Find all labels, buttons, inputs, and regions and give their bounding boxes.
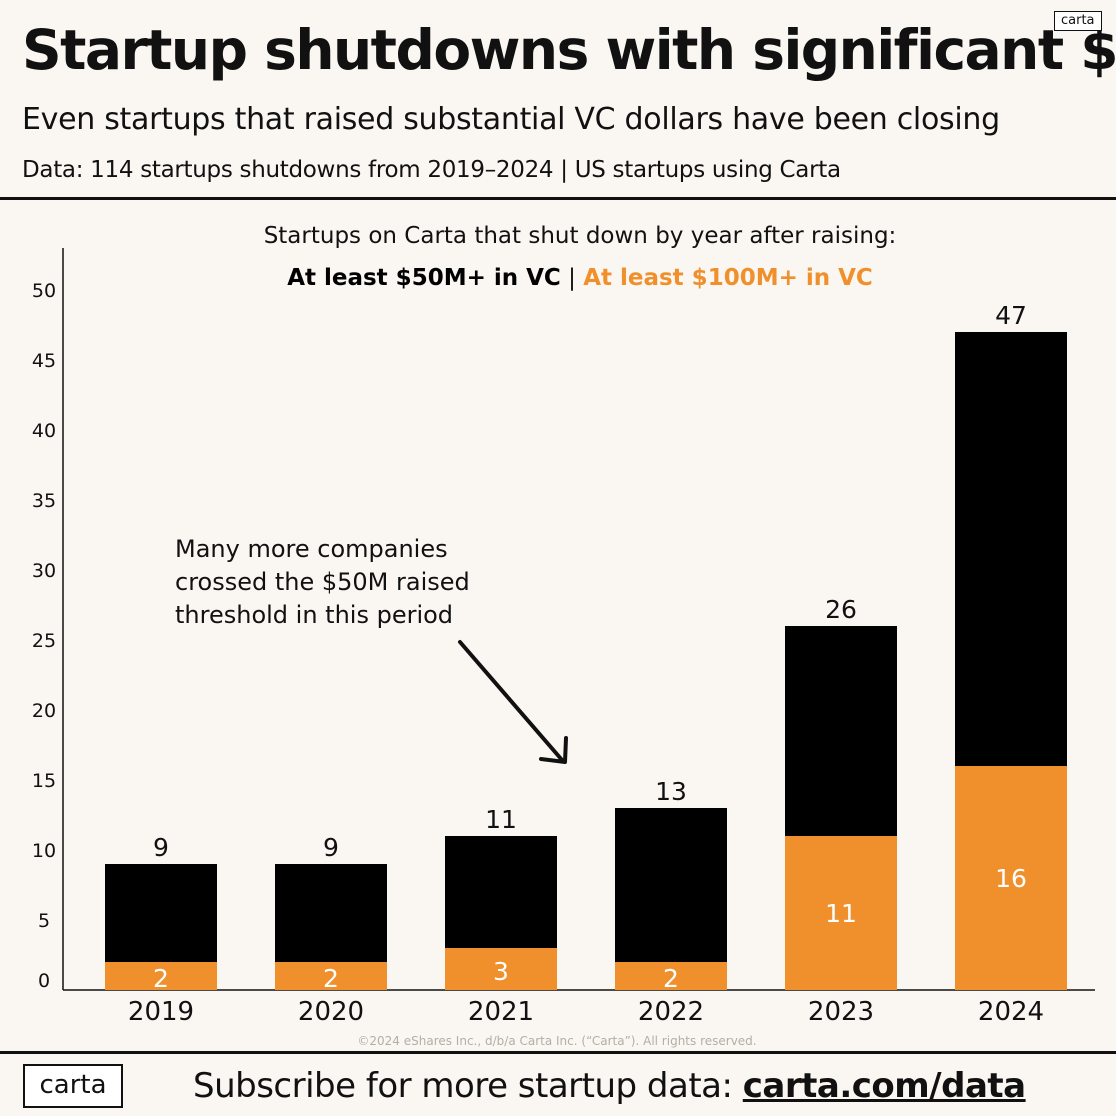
data-label-100m: 16 [995, 864, 1027, 893]
annotation-text-line: crossed the $50M raised [175, 568, 470, 596]
legend-separator: | [561, 265, 583, 291]
bar-100m [955, 766, 1067, 990]
x-tick-label: 2022 [638, 997, 704, 1027]
data-label-50m: 11 [485, 805, 517, 834]
bar-100m [785, 836, 897, 990]
x-tick-label: 2023 [808, 997, 874, 1027]
y-tick-label: 10 [32, 840, 56, 862]
bar-chart: Startups on Carta that shut down by year… [32, 223, 1095, 1048]
footer-divider [0, 1051, 1116, 1054]
y-tick-label: 30 [32, 560, 56, 582]
y-tick-label: 15 [32, 770, 56, 792]
chart-subtitle: Startups on Carta that shut down by year… [264, 223, 897, 249]
data-source-note: Data: 114 startups shutdowns from 2019–2… [22, 157, 841, 183]
footer-carta-logo: carta [23, 1064, 123, 1108]
data-label-100m: 2 [153, 964, 169, 993]
legend-item-50m: At least $50M+ in VC [287, 265, 561, 291]
subscribe-link[interactable]: carta.com/data [742, 1066, 1026, 1106]
bar-100m [275, 962, 387, 990]
y-tick-label: 0 [38, 970, 50, 992]
y-tick-label: 50 [32, 280, 56, 302]
annotation-text-line: Many more companies [175, 535, 448, 563]
page-title: Startup shutdowns with significant $ [22, 18, 1116, 82]
data-label-100m: 11 [825, 899, 857, 928]
bar-50m [615, 808, 727, 990]
header-divider [0, 197, 1116, 200]
y-tick-label: 25 [32, 630, 56, 652]
data-label-100m: 2 [323, 964, 339, 993]
data-label-50m: 9 [323, 833, 339, 862]
x-tick-label: 2024 [978, 997, 1044, 1027]
data-label-50m: 26 [825, 595, 857, 624]
legend-item-100m: At least $100M+ in VC [583, 265, 873, 291]
subscribe-label: Subscribe for more startup data: [193, 1066, 743, 1106]
y-tick-label: 40 [32, 420, 56, 442]
y-tick-label: 35 [32, 490, 56, 512]
x-tick-label: 2020 [298, 997, 364, 1027]
data-label-100m: 3 [493, 957, 509, 986]
data-label-50m: 9 [153, 833, 169, 862]
page-subtitle: Even startups that raised substantial VC… [22, 102, 1000, 137]
bar-100m [105, 962, 217, 990]
data-label-50m: 47 [995, 301, 1027, 330]
data-label-100m: 2 [663, 964, 679, 993]
x-tick-label: 2019 [128, 997, 194, 1027]
annotation-arrow-head [539, 736, 568, 764]
y-tick-label: 5 [38, 910, 50, 932]
y-tick-label: 20 [32, 700, 56, 722]
copyright-text: ©2024 eShares Inc., d/b/a Carta Inc. (“C… [357, 1034, 756, 1048]
y-tick-label: 45 [32, 350, 56, 372]
x-tick-label: 2021 [468, 997, 534, 1027]
carta-logo: carta [1054, 11, 1102, 31]
subscribe-text: Subscribe for more startup data: carta.c… [193, 1066, 1026, 1106]
bar-100m [445, 948, 557, 990]
annotation-arrow-shaft [458, 640, 564, 762]
data-label-50m: 13 [655, 777, 687, 806]
chart-legend: At least $50M+ in VC | At least $100M+ i… [287, 265, 873, 291]
bar-100m [615, 962, 727, 990]
annotation-text-line: threshold in this period [175, 601, 453, 629]
